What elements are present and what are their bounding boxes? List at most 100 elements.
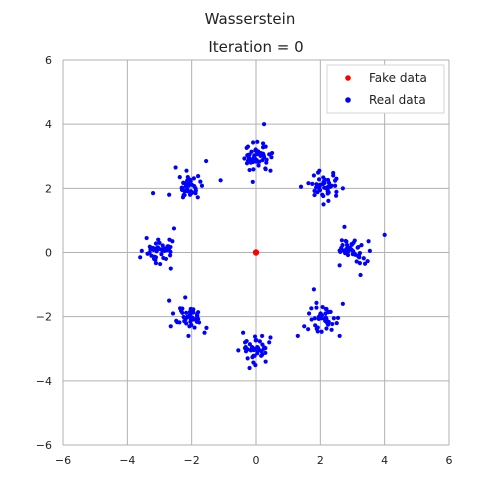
real-data-point bbox=[382, 232, 387, 237]
real-data-point bbox=[191, 176, 197, 181]
real-data-point bbox=[315, 170, 321, 175]
real-data-point bbox=[153, 241, 159, 246]
grid bbox=[62, 59, 450, 446]
real-data-point bbox=[306, 311, 312, 316]
real-data-point bbox=[260, 333, 265, 339]
real-data-point bbox=[168, 266, 173, 271]
real-data-point bbox=[179, 187, 185, 193]
real-data-point bbox=[314, 300, 319, 305]
real-data-point bbox=[356, 244, 361, 250]
real-data-point bbox=[184, 168, 189, 173]
real-data-point bbox=[247, 167, 252, 173]
real-data-point bbox=[250, 179, 255, 185]
real-data-point bbox=[254, 337, 259, 343]
real-data-point bbox=[351, 240, 356, 245]
y-tick-label: 2 bbox=[45, 182, 52, 195]
real-data-point bbox=[181, 180, 186, 185]
real-data-point bbox=[321, 202, 326, 207]
real-data-point bbox=[177, 175, 182, 180]
real-data-point bbox=[138, 255, 143, 260]
real-data-point bbox=[263, 166, 268, 171]
legend-label-real-data: Real data bbox=[369, 93, 426, 107]
real-data-point bbox=[255, 151, 260, 157]
legend-marker-real-data bbox=[345, 97, 351, 103]
real-data-point bbox=[188, 179, 193, 184]
real-data-point bbox=[153, 260, 159, 266]
real-data-point bbox=[171, 226, 177, 231]
real-data-point bbox=[149, 253, 154, 258]
real-data-point bbox=[260, 158, 265, 163]
real-data-point bbox=[196, 310, 201, 315]
real-data-point bbox=[260, 141, 266, 146]
real-data-point bbox=[337, 333, 342, 339]
real-data-point bbox=[184, 321, 189, 326]
real-data-point bbox=[260, 342, 265, 347]
x-tick-label: −2 bbox=[184, 454, 200, 467]
real-data-point bbox=[331, 173, 336, 178]
real-data-point bbox=[365, 259, 370, 264]
real-data-point bbox=[250, 346, 255, 351]
real-data-point bbox=[242, 156, 247, 161]
real-data-point bbox=[367, 248, 372, 253]
real-data-point bbox=[183, 295, 188, 300]
real-data-point bbox=[251, 167, 256, 172]
real-data-point bbox=[181, 314, 186, 320]
real-data-point bbox=[326, 180, 332, 185]
real-data-point bbox=[330, 321, 335, 327]
real-data-point bbox=[315, 325, 320, 330]
real-data-point bbox=[249, 158, 254, 163]
real-data-point bbox=[259, 353, 264, 358]
real-data-point bbox=[339, 238, 344, 243]
real-data-point bbox=[267, 152, 272, 157]
real-data-point bbox=[251, 140, 256, 145]
real-data-point bbox=[168, 249, 173, 254]
real-data-point bbox=[244, 338, 249, 344]
real-data-point bbox=[311, 173, 316, 178]
real-data-point bbox=[196, 174, 201, 179]
real-data-point bbox=[357, 255, 362, 260]
real-data-point bbox=[319, 316, 324, 321]
real-data-point bbox=[189, 190, 195, 195]
real-data-point bbox=[263, 359, 268, 364]
y-tick-label: 6 bbox=[45, 54, 52, 67]
real-data-point bbox=[343, 238, 348, 244]
real-data-point bbox=[218, 178, 223, 183]
real-data-point bbox=[256, 163, 261, 168]
real-data-point bbox=[184, 310, 189, 315]
real-data-point bbox=[306, 181, 311, 186]
real-data-point bbox=[196, 320, 202, 325]
legend: Fake data Real data bbox=[326, 64, 445, 114]
real-data-point bbox=[196, 316, 201, 322]
real-data-point bbox=[257, 339, 262, 344]
real-data-point bbox=[329, 327, 334, 332]
real-data-point bbox=[349, 247, 354, 252]
real-data-point bbox=[328, 309, 333, 314]
real-data-point bbox=[317, 182, 323, 187]
real-data-point bbox=[155, 245, 160, 250]
real-data-point bbox=[256, 346, 261, 351]
real-data-point bbox=[312, 192, 317, 198]
real-data-point bbox=[165, 244, 170, 249]
real-data-point bbox=[188, 316, 193, 322]
real-data-point bbox=[245, 356, 250, 361]
plot-area bbox=[138, 122, 387, 371]
real-data-point bbox=[157, 240, 162, 245]
real-data-point bbox=[189, 322, 194, 328]
real-data-point bbox=[247, 342, 252, 347]
real-data-point bbox=[326, 198, 331, 203]
chart-title: Wasserstein bbox=[205, 10, 296, 28]
real-data-point bbox=[164, 248, 169, 253]
real-data-point bbox=[322, 185, 327, 190]
real-data-point bbox=[354, 259, 359, 264]
real-data-point bbox=[322, 316, 327, 322]
real-data-point bbox=[192, 325, 197, 330]
real-data-point bbox=[334, 189, 339, 194]
real-data-point bbox=[344, 243, 350, 248]
real-data-point bbox=[174, 318, 179, 323]
real-data-point bbox=[186, 333, 191, 339]
legend-label-fake-data: Fake data bbox=[369, 71, 427, 85]
real-data-point bbox=[263, 350, 268, 356]
real-data-point bbox=[309, 317, 314, 322]
y-tick-label: −4 bbox=[36, 375, 52, 388]
